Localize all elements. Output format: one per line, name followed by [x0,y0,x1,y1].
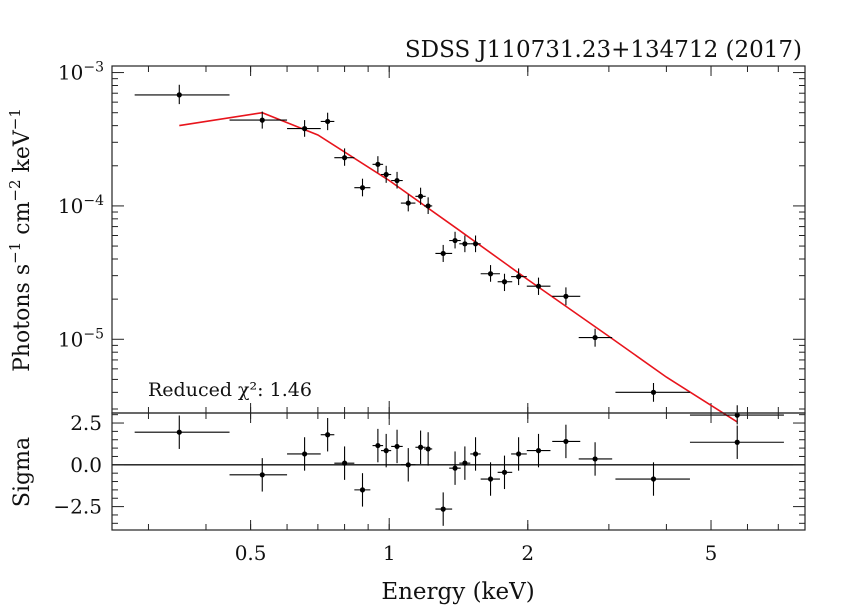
spectrum-data-points [134,84,784,425]
residual-point [578,442,613,476]
residual-point [470,437,481,471]
residual-point [354,473,371,507]
spectrum-point [552,287,581,306]
residual-point [435,492,453,526]
residuals-tick-labels: 2.5 0.0 −2.5 0.5 1 2 5 [53,411,717,565]
reduced-chi2-annotation: Reduced χ²: 1.46 [148,379,312,401]
spectrum-point [415,187,426,205]
spectrum-point [480,265,500,282]
residual-point [459,446,471,480]
residual-point [381,433,392,468]
spectrum-point [381,165,392,183]
spectrum-point [391,171,403,189]
residual-point [615,462,690,496]
spectrum-point [615,383,690,402]
spectrum-point [497,273,513,292]
spectrum-point [134,84,230,105]
spectrum-y-tick-labels: 10−3 10−4 10−5 [58,60,104,352]
spectrum-point [470,235,481,253]
spectrum-point [689,405,784,425]
residual-point [415,430,426,464]
residual-point [391,429,403,464]
spectrum-point [526,277,551,295]
chart-title: SDSS J110731.23+134712 (2017) [405,37,802,63]
spectrum-point [334,148,355,166]
spectrum-point [400,194,416,212]
spectrum-point [578,328,613,347]
residuals-panel: 2.5 0.0 −2.5 0.5 1 2 5 Sigma Energy (keV) [10,411,806,605]
spectrum-point [449,231,461,249]
residual-point [134,415,230,449]
spectrum-point [511,268,527,286]
spectrum-point [372,156,384,173]
residual-point [497,455,513,490]
residuals-plot-frame [111,412,806,531]
spectrum-point [459,235,471,253]
residual-y-tick-label: −2.5 [53,495,102,519]
spectrum-point [423,197,433,214]
residual-point [229,458,288,492]
residual-point [449,451,461,485]
residual-y-tick-label: 2.5 [70,411,102,435]
residual-point [423,432,433,466]
residual-point [511,437,527,471]
spectrum-point [229,111,288,129]
x-axis-label: Energy (keV) [381,579,534,605]
x-tick-label: 1 [383,541,396,565]
spectrum-tick-marks [112,66,806,413]
y-tick-label: 10−3 [58,60,104,85]
x-tick-label: 2 [521,541,534,565]
residual-point [552,424,581,459]
y-tick-label: 10−5 [58,326,104,351]
residual-y-tick-label: 0.0 [70,453,102,477]
spectrum-point [435,244,453,262]
y-tick-label: 10−4 [58,193,104,218]
spectrum-point [287,120,321,137]
residual-point [480,462,500,496]
residual-point [689,425,784,459]
model-line [179,111,738,423]
residual-point [372,428,384,463]
spectrum-plot-frame [111,65,806,414]
residual-point [400,448,416,482]
model-curve [179,111,738,423]
residual-point [526,433,551,468]
residual-point [320,418,335,452]
x-tick-label: 0.5 [235,541,267,565]
x-tick-label: 5 [705,541,718,565]
spectrum-y-axis-label: Photons s−1 cm−2 keV−1 [6,108,35,372]
spectrum-point [354,178,371,197]
residuals-tick-marks [112,413,806,530]
residual-data-points [134,415,784,526]
residuals-y-axis-label: Sigma [10,437,35,507]
spectrum-point [320,112,335,131]
spectrum-panel: 10−3 10−4 10−5 SDSS J110731.23+134712 (201… [6,37,806,425]
residual-point [287,437,321,471]
residual-point [334,446,355,480]
